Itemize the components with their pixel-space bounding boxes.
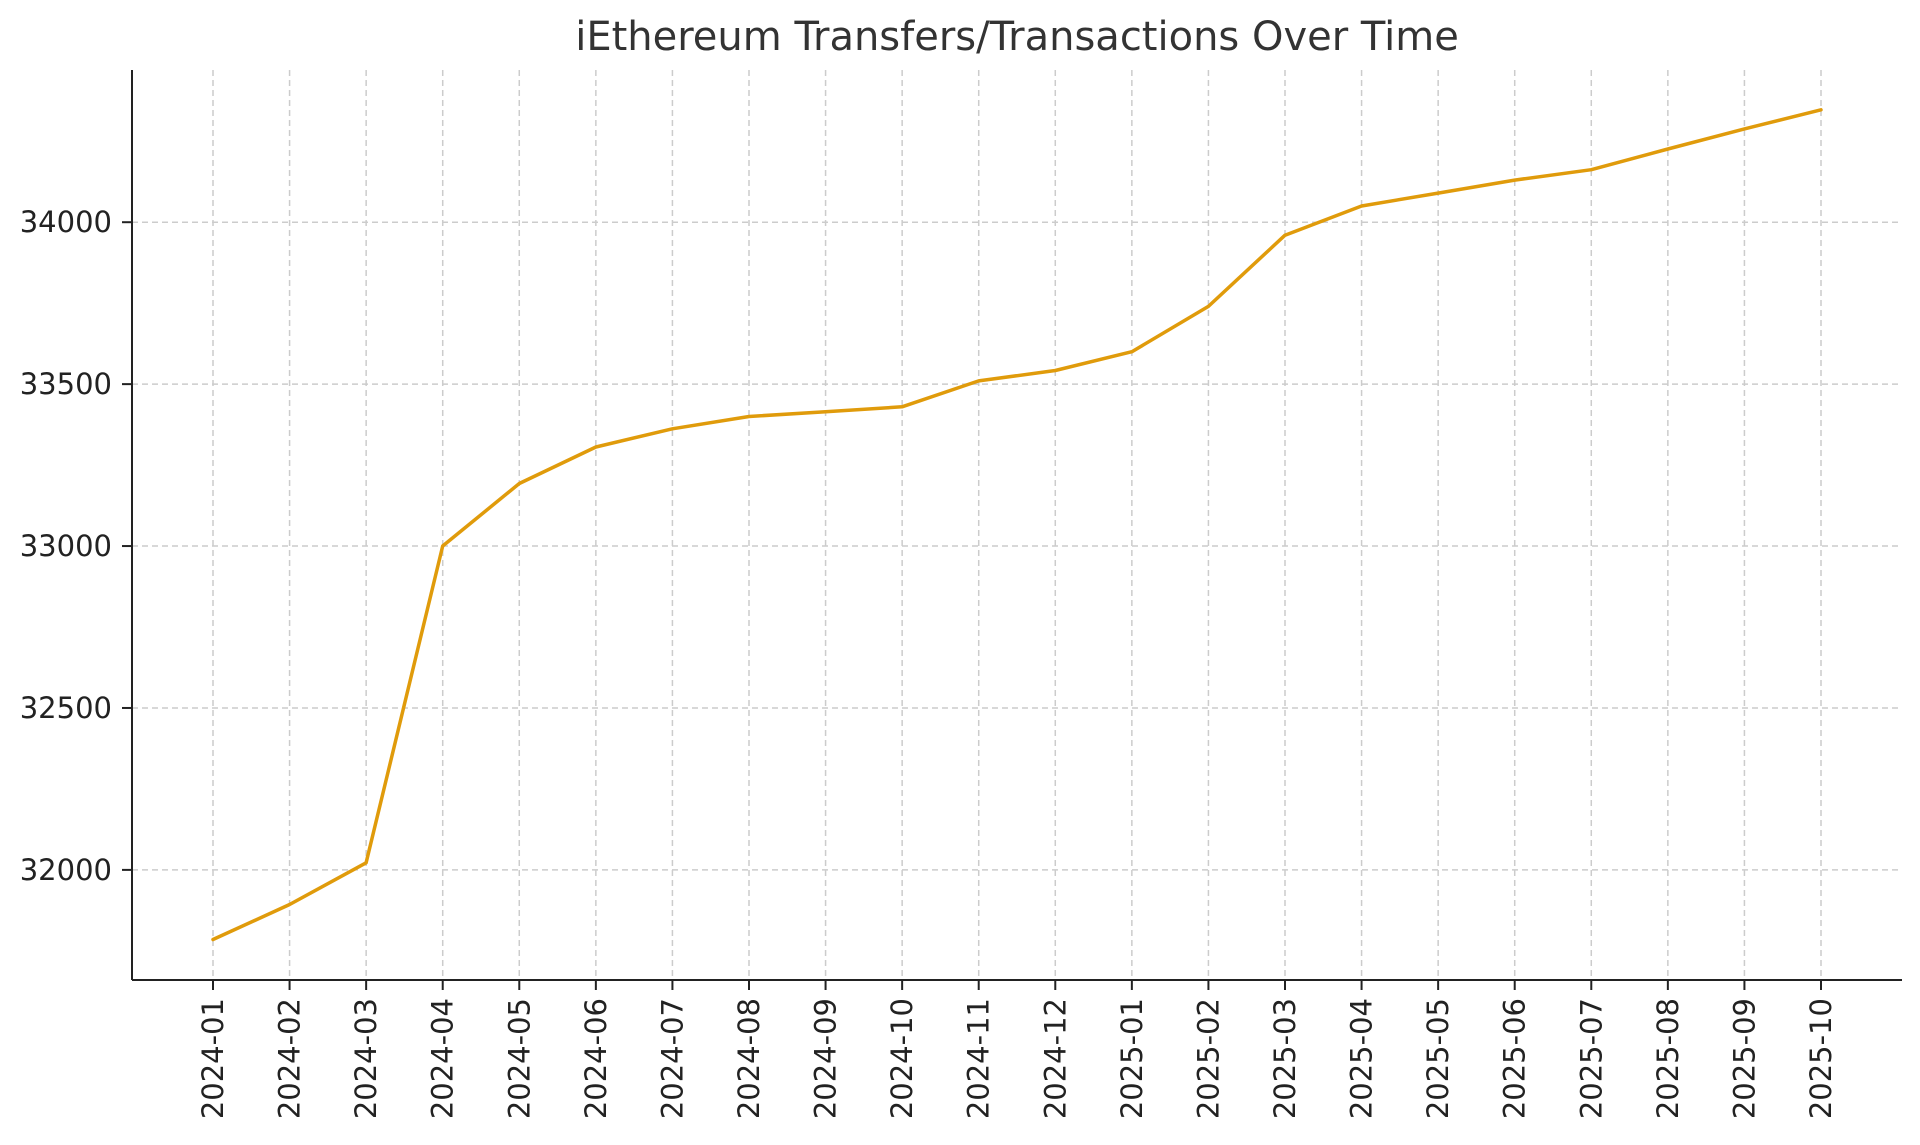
x-tick-label: 2025-10	[1804, 998, 1838, 1119]
x-tick-label: 2024-12	[1038, 998, 1072, 1119]
grid-layer	[132, 70, 1902, 980]
y-tick-label: 33000	[20, 529, 112, 563]
x-tick-label: 2024-03	[349, 998, 383, 1119]
x-tick-label: 2025-05	[1421, 998, 1455, 1119]
x-tick-label: 2025-06	[1498, 998, 1532, 1119]
x-tick-label: 2024-06	[579, 998, 613, 1119]
x-tick-label: 2024-08	[732, 998, 766, 1119]
x-tick-label: 2024-07	[655, 998, 689, 1119]
y-tick-labels: 32000 32500 33000 33500 34000	[20, 205, 132, 887]
x-tick-label: 2025-02	[1191, 998, 1225, 1119]
y-tick-label: 33500	[20, 367, 112, 401]
x-tick-label: 2024-01	[196, 998, 230, 1119]
x-tick-label: 2024-02	[273, 998, 307, 1119]
series-line	[211, 108, 1823, 942]
x-tick-label: 2024-04	[426, 998, 460, 1119]
x-tick-label: 2025-08	[1651, 998, 1685, 1119]
y-tick-label: 34000	[20, 205, 112, 239]
x-tick-label: 2025-04	[1345, 998, 1379, 1119]
y-tick-label: 32500	[20, 691, 112, 725]
axes-layer	[131, 70, 1902, 981]
x-tick-label: 2024-09	[809, 998, 843, 1119]
x-tick-label: 2025-01	[1115, 998, 1149, 1119]
chart-title: iEthereum Transfers/Transactions Over Ti…	[575, 14, 1459, 60]
x-tick-label: 2025-09	[1727, 998, 1761, 1119]
x-tick-label: 2024-11	[962, 998, 996, 1119]
x-tick-label: 2025-07	[1574, 998, 1608, 1119]
x-tick-label: 2025-03	[1268, 998, 1302, 1119]
series-layer	[211, 108, 1823, 942]
x-tick-labels: 2024-01 2024-02 2024-03 2024-04 2024-05 2024-…	[196, 980, 1838, 1119]
x-tick-label: 2024-10	[885, 998, 919, 1119]
y-tick-label: 32000	[20, 853, 112, 887]
x-tick-label: 2024-05	[502, 998, 536, 1119]
